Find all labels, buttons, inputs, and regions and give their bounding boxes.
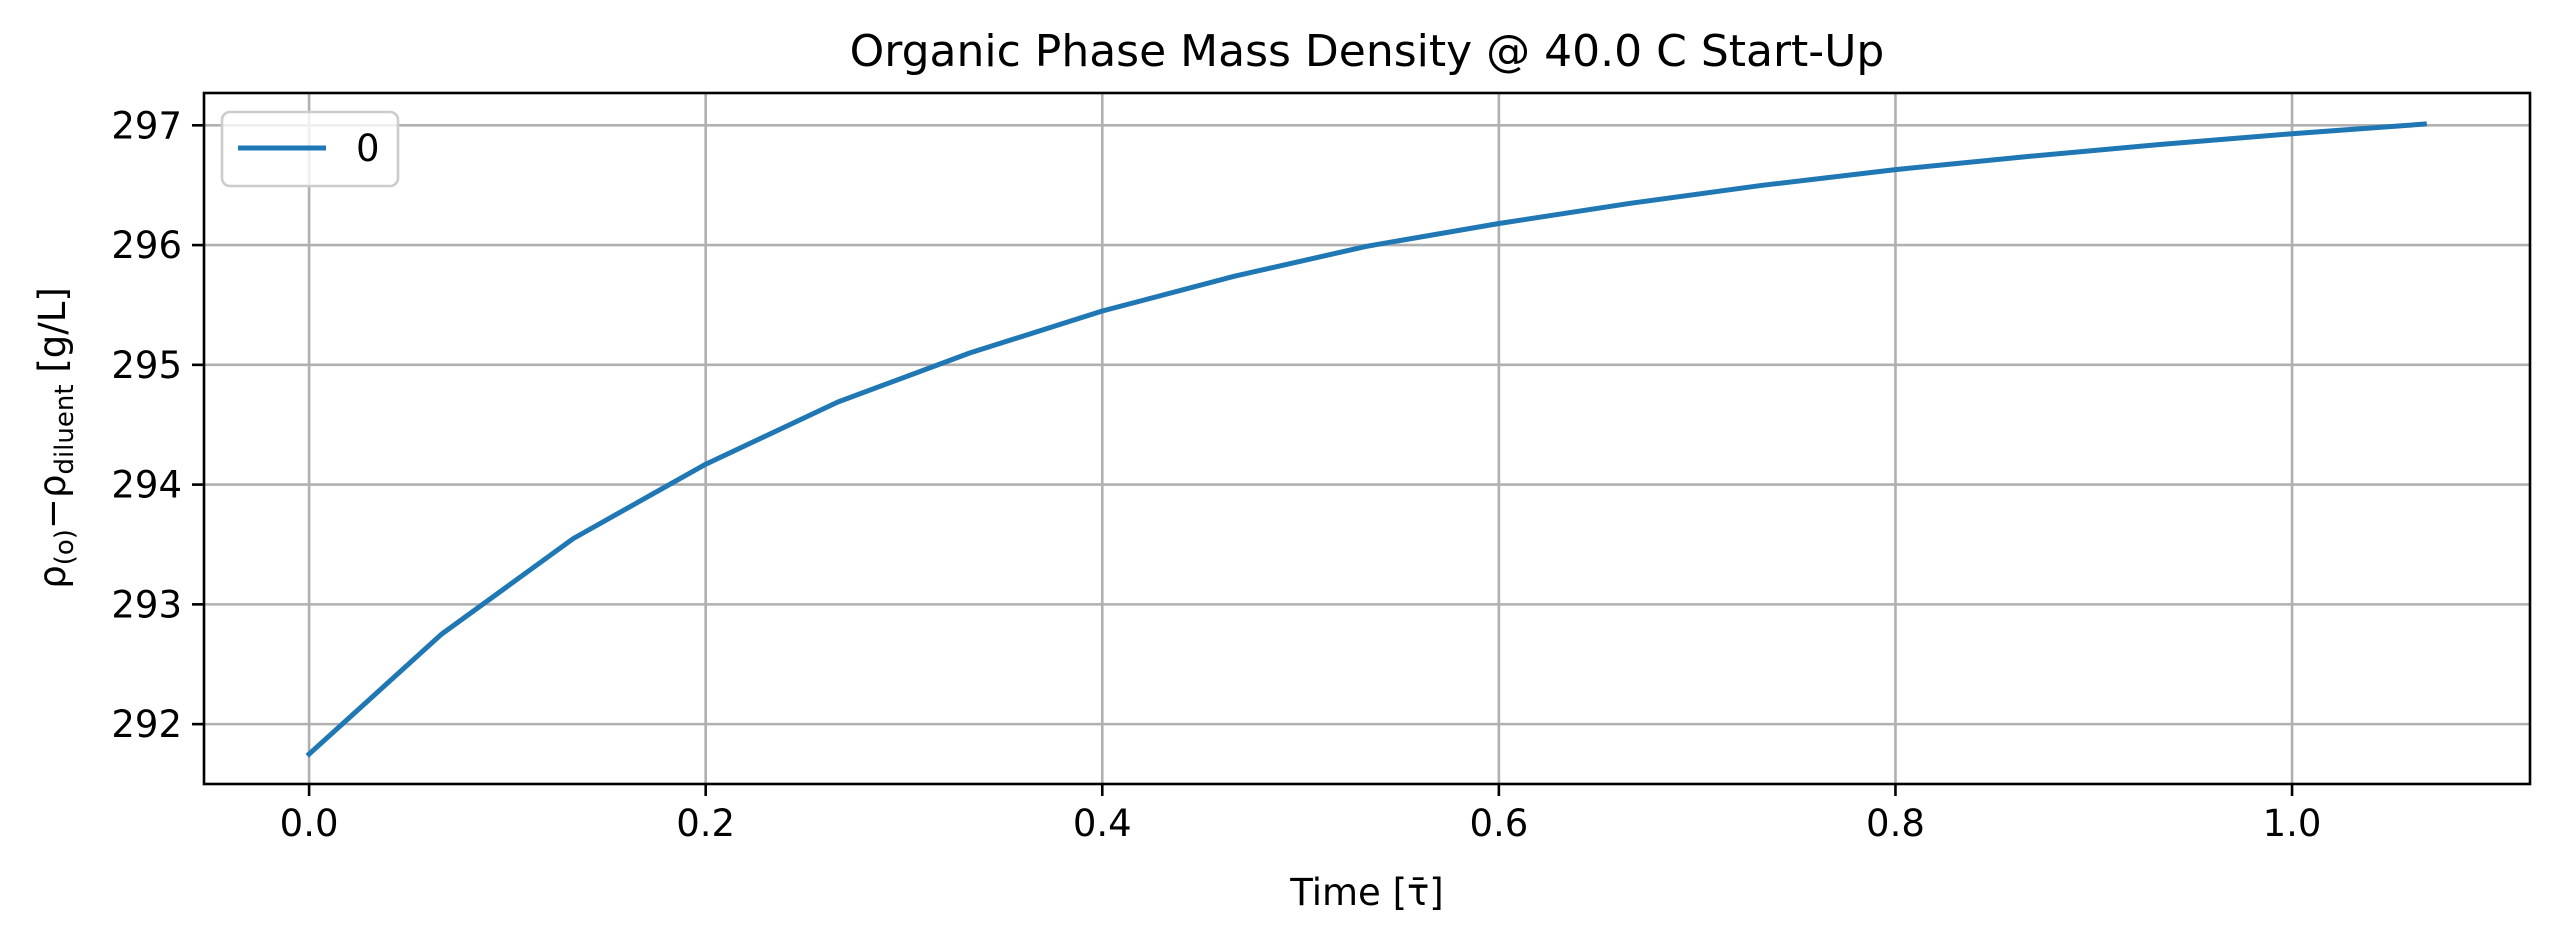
y-tick-label: 296 <box>111 224 182 267</box>
legend: 0 <box>220 110 400 188</box>
y-axis-label-sub1: (o) <box>50 529 80 565</box>
series-line-0 <box>305 121 2427 758</box>
series-layer <box>305 121 2427 758</box>
y-axis-label-rho-2: ρ <box>31 475 74 499</box>
x-tick-label: 0.8 <box>1866 802 1925 845</box>
y-tick-label: 293 <box>111 583 182 626</box>
x-axis-label: Time [τ̄] <box>1289 871 1443 914</box>
y-axis-label-rho: ρ <box>31 565 74 589</box>
y-axis-label: ρ(o)−ρdiluent [g/L] <box>31 287 80 589</box>
plot-frame <box>202 91 2532 786</box>
legend-label-series-0: 0 <box>356 127 380 170</box>
y-tick-label: 297 <box>111 104 182 147</box>
chart-title: Organic Phase Mass Density @ 40.0 C Star… <box>850 26 1885 77</box>
y-tick-label: 294 <box>111 464 182 507</box>
y-axis-ticks: 292 293 294 295 296 297 <box>111 104 204 746</box>
y-tick-label: 295 <box>111 344 182 387</box>
x-tick-label: 0.6 <box>1469 802 1528 845</box>
x-tick-label: 0.2 <box>676 802 735 845</box>
x-axis-ticks: 0.0 0.2 0.4 0.6 0.8 1.0 <box>280 784 2322 845</box>
x-tick-label: 0.4 <box>1073 802 1132 845</box>
y-axis-label-minus: − <box>31 498 74 529</box>
x-tick-label: 0.0 <box>280 802 339 845</box>
y-tick-label: 292 <box>111 703 182 746</box>
y-axis-label-sub2: diluent <box>50 384 80 474</box>
y-axis-label-unit: [g/L] <box>31 287 74 384</box>
x-tick-label: 1.0 <box>2263 802 2322 845</box>
